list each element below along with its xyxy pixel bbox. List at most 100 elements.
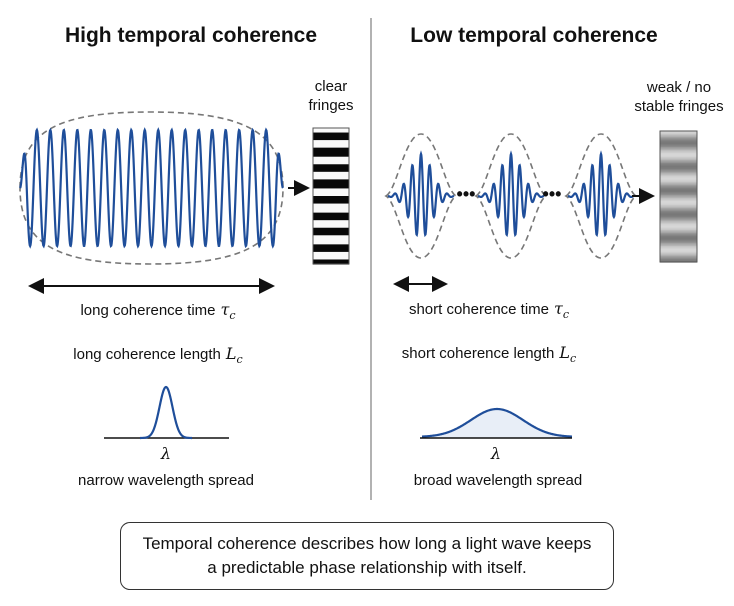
fringe-band bbox=[660, 184, 697, 187]
fringe-band bbox=[660, 218, 697, 221]
right-fringe-label-line1: weak / no bbox=[646, 79, 711, 96]
fringe-band bbox=[660, 253, 697, 256]
fringe-band bbox=[313, 179, 349, 182]
fringe-band bbox=[660, 173, 697, 176]
left-wave-signal bbox=[19, 127, 284, 249]
left-coherence-time-label: long coherence time τc bbox=[80, 300, 235, 322]
caption-line-1: Temporal coherence describes how long a … bbox=[142, 534, 592, 553]
fringe-band bbox=[660, 148, 697, 151]
wave-packet-envelope bbox=[384, 133, 458, 259]
right-ellipsis-1: ••• bbox=[457, 184, 476, 204]
fringe-band bbox=[660, 221, 697, 224]
fringe-band bbox=[660, 212, 697, 215]
fringe-band bbox=[660, 161, 697, 164]
fringe-band bbox=[313, 129, 349, 132]
fringe-band bbox=[313, 128, 349, 131]
left-fringe-pattern bbox=[312, 127, 350, 265]
fringe-band bbox=[313, 158, 349, 161]
left-wave-envelope bbox=[19, 111, 284, 265]
fringe-band bbox=[660, 237, 697, 240]
fringe-band bbox=[313, 150, 349, 153]
fringe-band bbox=[313, 164, 349, 167]
fringe-band bbox=[313, 152, 349, 155]
fringe-band bbox=[660, 224, 697, 227]
fringe-band bbox=[313, 180, 349, 183]
fringe-band bbox=[660, 259, 697, 262]
fringe-band bbox=[660, 234, 697, 237]
fringe-band bbox=[660, 170, 697, 173]
fringe-band bbox=[660, 206, 697, 209]
fringe-band bbox=[313, 251, 349, 255]
fringe-band bbox=[660, 200, 697, 203]
fringe-band bbox=[313, 162, 349, 165]
fringe-band bbox=[660, 189, 697, 192]
fringe-band bbox=[313, 242, 349, 245]
fringe-band bbox=[313, 140, 349, 143]
fringe-band bbox=[313, 188, 349, 191]
fringe-band bbox=[313, 189, 349, 193]
fringe-band bbox=[313, 138, 349, 141]
fringe-band bbox=[660, 133, 697, 136]
right-spectrum-label: broad wavelength spread bbox=[414, 472, 582, 489]
fringe-band bbox=[660, 160, 697, 163]
fringe-band bbox=[660, 240, 697, 243]
wave-packet bbox=[387, 150, 455, 238]
fringe-band bbox=[660, 225, 697, 228]
fringe-band bbox=[660, 142, 697, 145]
fringe-band bbox=[660, 254, 697, 257]
fringe-band bbox=[660, 190, 697, 193]
fringe-band bbox=[313, 214, 349, 217]
fringe-band bbox=[313, 221, 349, 224]
fringe-band bbox=[313, 248, 349, 251]
fringe-band bbox=[660, 251, 697, 254]
fringe-band bbox=[660, 177, 697, 180]
fringe-band bbox=[660, 136, 697, 139]
right-spectrum-curve bbox=[421, 407, 573, 438]
fringe-band bbox=[660, 195, 697, 198]
fringe-band bbox=[660, 232, 697, 235]
fringe-band bbox=[660, 181, 697, 184]
fringe-band bbox=[660, 229, 697, 233]
fringe-band bbox=[313, 215, 349, 218]
fringe-band bbox=[660, 202, 697, 205]
fringe-band bbox=[313, 165, 349, 168]
right-coherence-length-label: short coherence length Lc bbox=[402, 343, 576, 365]
right-fringe-pattern bbox=[659, 130, 698, 263]
fringe-band bbox=[660, 211, 697, 214]
fringe-band bbox=[660, 158, 697, 161]
fringe-band bbox=[313, 144, 349, 147]
caption-box: Temporal coherence describes how long a … bbox=[120, 522, 614, 590]
left-fringe-label-line2: fringes bbox=[308, 97, 353, 114]
fringe-band bbox=[313, 147, 349, 150]
fringe-band bbox=[313, 241, 349, 244]
fringe-band bbox=[313, 220, 349, 223]
fringe-band bbox=[660, 235, 697, 238]
fringe-band bbox=[313, 257, 349, 261]
fringe-band bbox=[313, 247, 349, 250]
right-ellipsis-2: ••• bbox=[543, 184, 562, 204]
fringe-band bbox=[313, 224, 349, 227]
fringe-band bbox=[313, 131, 349, 134]
fringe-band bbox=[660, 179, 697, 182]
right-title: Low temporal coherence bbox=[410, 24, 657, 47]
fringe-band bbox=[313, 174, 349, 177]
caption-line-2: a predictable phase relationship with it… bbox=[207, 558, 527, 577]
fringe-band bbox=[313, 245, 349, 248]
fringe-band bbox=[660, 155, 697, 158]
fringe-band bbox=[313, 236, 349, 239]
fringe-band bbox=[660, 231, 697, 234]
fringe-band bbox=[660, 213, 697, 217]
fringe-band bbox=[660, 257, 697, 260]
fringe-band bbox=[660, 180, 697, 183]
fringe-band bbox=[313, 146, 349, 149]
fringe-band bbox=[313, 177, 349, 180]
fringe-band bbox=[313, 159, 349, 162]
fringe-band bbox=[313, 168, 349, 171]
fringe-band bbox=[660, 197, 697, 201]
fringe-band bbox=[660, 238, 697, 241]
fringe-band bbox=[313, 259, 349, 262]
fringe-band bbox=[660, 244, 697, 247]
fringe-band bbox=[660, 145, 697, 148]
